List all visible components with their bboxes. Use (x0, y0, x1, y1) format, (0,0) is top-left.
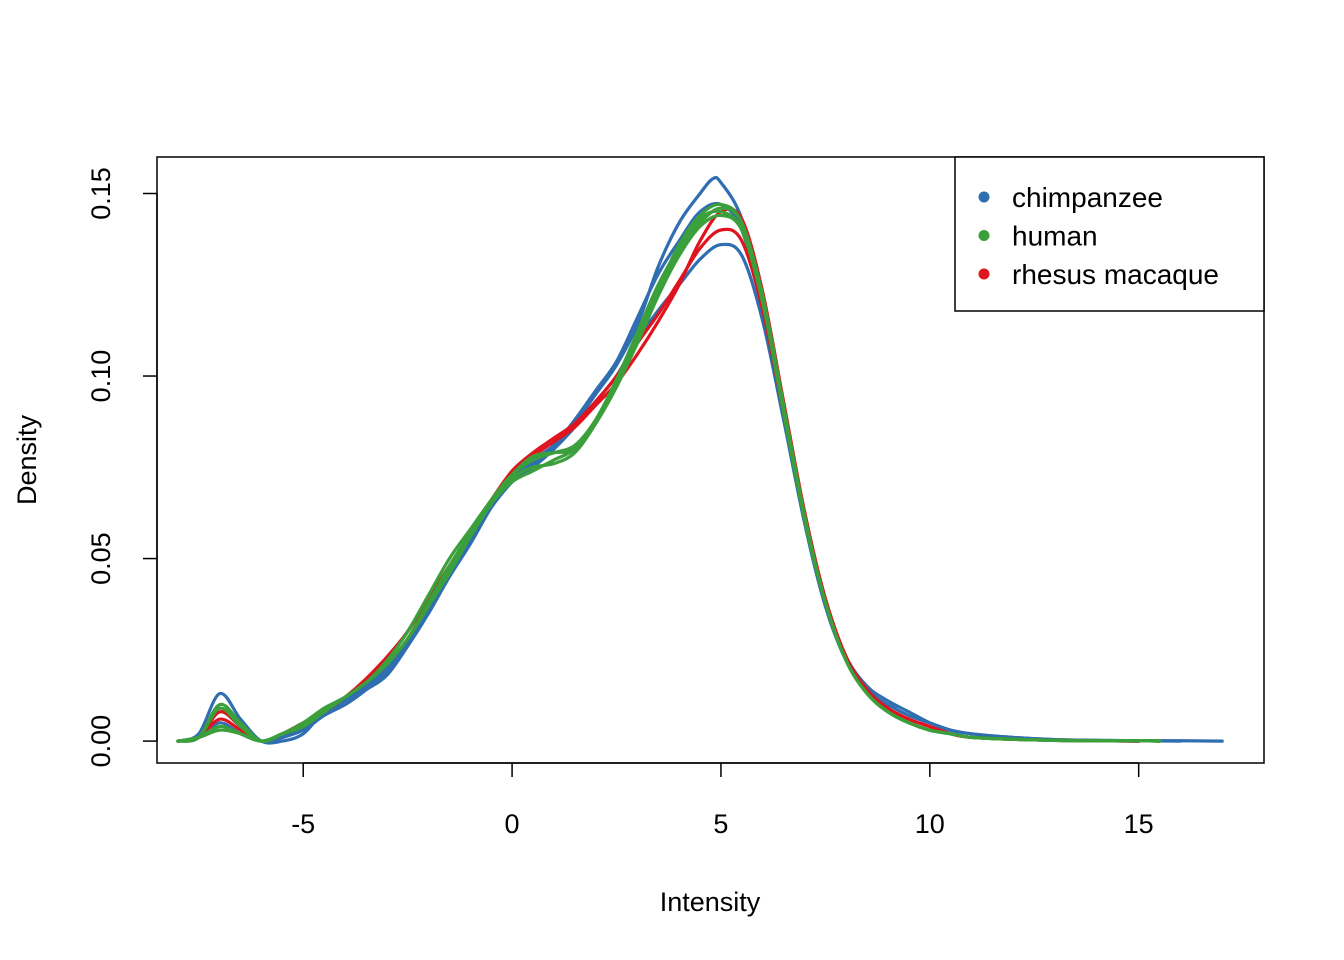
legend-label-chimpanzee: chimpanzee (1012, 182, 1163, 213)
x-tick-label: -5 (291, 809, 315, 839)
x-axis-label: Intensity (660, 887, 761, 917)
y-tick-label: 0.05 (86, 532, 116, 585)
x-tick-label: 15 (1124, 809, 1154, 839)
y-tick-label: 0.15 (86, 167, 116, 220)
x-axis: -5 0 5 10 15 (291, 762, 1154, 839)
x-tick-label: 5 (713, 809, 728, 839)
y-tick-label: 0.10 (86, 350, 116, 403)
x-tick-label: 0 (505, 809, 520, 839)
legend-marker-chimpanzee (978, 191, 990, 203)
legend-marker-human (978, 230, 990, 241)
y-axis-label: Density (12, 414, 42, 505)
legend: chimpanzee human rhesus macaque (954, 156, 1265, 312)
y-tick-label: 0.00 (86, 715, 116, 768)
y-axis: 0.00 0.05 0.10 0.15 (86, 167, 158, 768)
density-line-human-9 (176, 213, 1162, 743)
legend-label-rhesus-macaque: rhesus macaque (1012, 259, 1219, 290)
legend-box (954, 156, 1265, 312)
x-tick-label: 10 (915, 809, 945, 839)
legend-marker-rhesus-macaque (978, 268, 990, 280)
series-layer (176, 175, 1224, 745)
legend-label-human: human (1012, 221, 1098, 252)
